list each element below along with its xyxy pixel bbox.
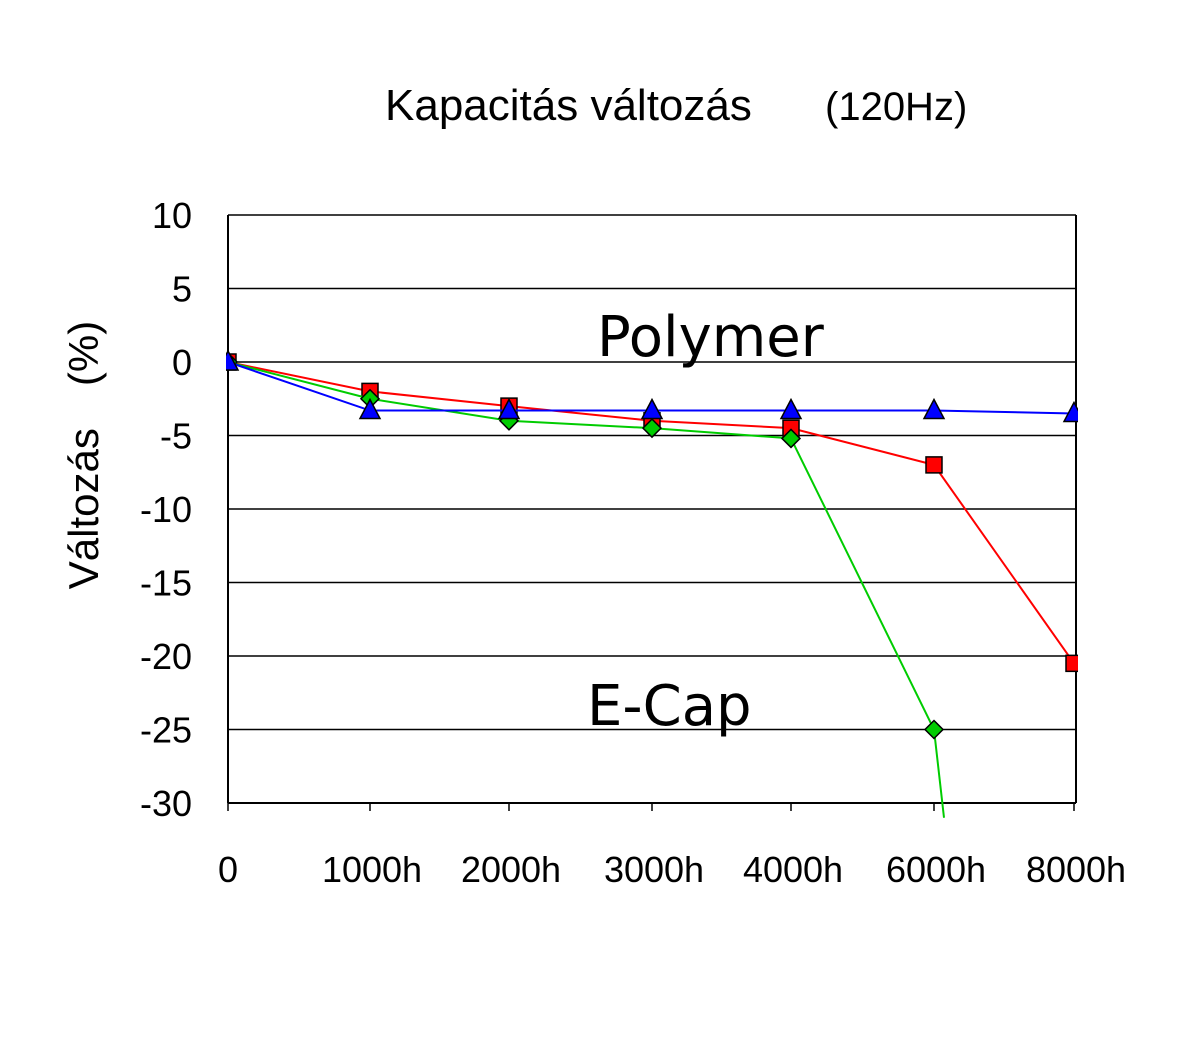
data-point-diamond <box>923 719 945 740</box>
chart-title-group: Kapacitás változás (120Hz) <box>385 81 967 130</box>
data-point-triangle <box>1062 400 1078 423</box>
series-triangle <box>226 349 1078 423</box>
x-tick-label: 6000h <box>886 849 986 890</box>
data-point-triangle <box>497 397 521 420</box>
y-tick-label: 0 <box>172 342 192 383</box>
x-tick-label: 3000h <box>604 849 704 890</box>
y-tick-label: 5 <box>172 269 192 310</box>
y-tick-label: -5 <box>160 416 192 457</box>
x-tick-label: 8000h <box>1026 849 1126 890</box>
data-point-triangle <box>226 349 240 371</box>
data-point-square <box>925 456 943 474</box>
data-point-triangle <box>358 397 382 420</box>
data-point-square <box>1065 654 1078 673</box>
data-point-triangle <box>779 397 803 420</box>
y-tick-label: -25 <box>140 710 192 751</box>
chart-title: Kapacitás változás <box>385 81 752 130</box>
x-tick-label: 4000h <box>743 849 843 890</box>
y-tick-labels: 10 5 0 -5 -10 -15 -20 -25 -30 <box>140 195 192 824</box>
data-point-triangle <box>640 397 664 420</box>
axes <box>227 215 1077 811</box>
annotation-ecap: E-Cap <box>587 674 752 739</box>
y-axis-title: Változás (%) <box>60 321 107 589</box>
y-tick-label: 10 <box>152 195 192 236</box>
y-tick-label: -30 <box>140 783 192 824</box>
series-line <box>227 361 945 818</box>
x-tick-label: 0 <box>218 849 238 890</box>
chart-subtitle: (120Hz) <box>825 85 967 129</box>
annotation-polymer: Polymer <box>597 305 825 370</box>
y-tick-label: -20 <box>140 636 192 677</box>
y-tick-label: -15 <box>140 563 192 604</box>
x-tick-label: 1000h <box>322 849 422 890</box>
series-diamond <box>226 351 945 818</box>
x-tick-label: 2000h <box>461 849 561 890</box>
series-group <box>226 349 1078 818</box>
y-tick-label: -10 <box>140 489 192 530</box>
data-point-diamond <box>780 428 802 449</box>
data-point-diamond <box>641 418 663 439</box>
x-tick-labels: 0 1000h 2000h 3000h 4000h 6000h 8000h <box>218 849 1126 890</box>
data-point-triangle <box>922 397 946 420</box>
